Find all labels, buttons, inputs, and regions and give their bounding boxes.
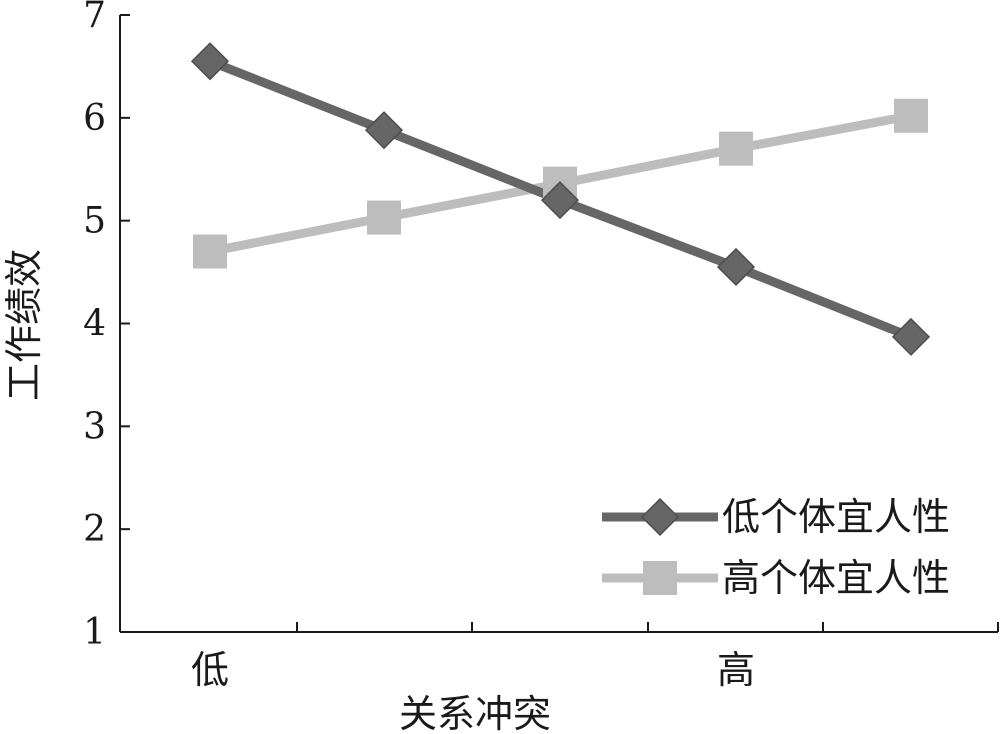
y-axis-title: 工作绩效 (2, 249, 46, 401)
series-layer (190, 42, 931, 356)
data-point (190, 42, 230, 81)
y-tick-label: 4 (83, 304, 106, 345)
data-point (193, 234, 227, 269)
legend-entry-1: 低个体宜人性 (602, 495, 950, 539)
axes: 1 2 3 4 5 6 7 低 高 (83, 0, 999, 692)
legend-label: 高个体宜人性 (722, 556, 950, 600)
y-tick-label: 7 (83, 0, 106, 36)
legend-marker (643, 561, 677, 595)
y-tick-label: 2 (83, 509, 106, 550)
y-tick-label: 5 (83, 201, 106, 242)
series-1-points (190, 42, 931, 356)
y-tick-label: 6 (83, 98, 106, 139)
data-point (716, 247, 756, 287)
y-tick-label: 3 (83, 406, 106, 447)
y-tick-label: 1 (83, 612, 106, 653)
legend-entry-2: 高个体宜人性 (602, 556, 950, 600)
x-tick-label: 高 (717, 648, 755, 692)
data-point (894, 98, 928, 133)
legend-label: 低个体宜人性 (722, 495, 950, 539)
x-tick-label: 低 (191, 648, 229, 692)
data-point (364, 111, 404, 150)
data-point (719, 131, 753, 166)
x-axis-title: 关系冲突 (399, 692, 551, 734)
data-point (891, 317, 931, 356)
data-point (540, 181, 580, 220)
data-point (367, 200, 401, 235)
legend-marker (640, 497, 680, 537)
